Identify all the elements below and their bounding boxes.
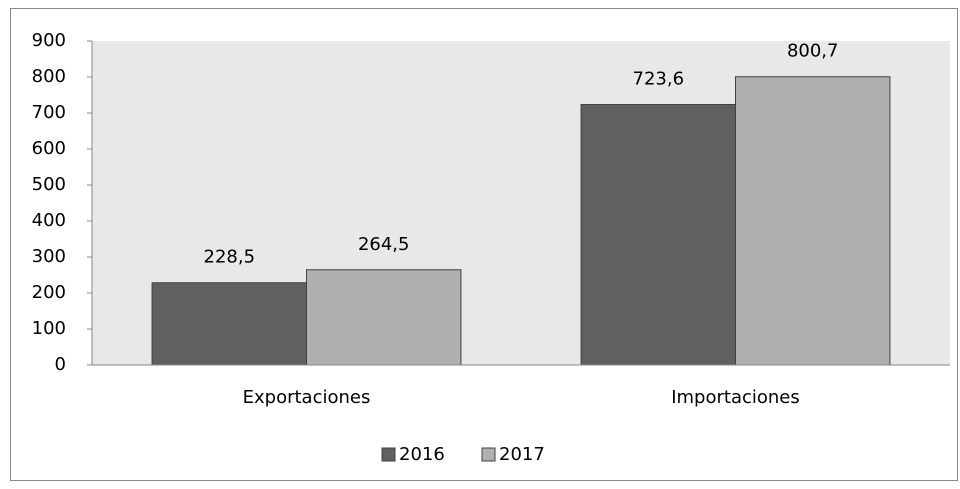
y-tick-label: 900 xyxy=(32,30,66,51)
y-tick-label: 800 xyxy=(32,66,66,87)
legend-swatch xyxy=(481,447,496,462)
y-tick-label: 200 xyxy=(32,282,66,303)
y-tick-label: 100 xyxy=(32,318,66,339)
y-tick-label: 600 xyxy=(32,138,66,159)
y-tick-label: 500 xyxy=(32,174,66,195)
bar xyxy=(151,282,307,366)
bar xyxy=(306,269,462,366)
y-tick-label: 300 xyxy=(32,246,66,267)
value-label: 800,7 xyxy=(787,41,839,62)
x-tick-label: Exportaciones xyxy=(243,387,371,408)
legend-label: 2017 xyxy=(499,444,545,465)
value-label: 228,5 xyxy=(204,247,256,268)
value-label: 264,5 xyxy=(358,234,410,255)
bar xyxy=(580,104,736,366)
y-tick-label: 400 xyxy=(32,210,66,231)
y-tick-label: 0 xyxy=(55,354,66,375)
value-label: 723,6 xyxy=(633,69,685,90)
x-tick-label: Importaciones xyxy=(671,387,800,408)
bar xyxy=(735,76,891,366)
legend-swatch xyxy=(381,447,396,462)
legend-label: 2016 xyxy=(399,444,445,465)
y-tick-label: 700 xyxy=(32,102,66,123)
